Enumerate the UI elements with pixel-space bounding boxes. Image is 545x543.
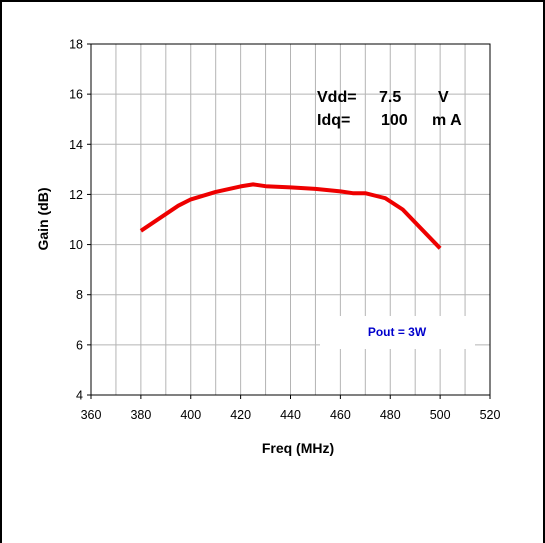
y-tick-label: 8 <box>76 288 83 302</box>
y-tick-label: 10 <box>69 238 83 252</box>
x-tick-label: 400 <box>180 408 201 422</box>
vdd-label: Vdd= <box>317 89 357 106</box>
x-tick-label: 360 <box>81 408 102 422</box>
vdd-unit: V <box>438 89 449 106</box>
y-tick-label: 6 <box>76 338 83 352</box>
x-tick-label: 460 <box>330 408 351 422</box>
x-tick-label: 500 <box>430 408 451 422</box>
x-tick-label: 520 <box>480 408 501 422</box>
y-axis-ticks: 4 6 8 10 12 14 16 18 <box>69 38 91 403</box>
legend-box <box>320 316 475 349</box>
series-group <box>139 182 442 250</box>
y-tick-label: 12 <box>69 188 83 202</box>
idq-label: Idq= <box>317 112 350 129</box>
y-tick-label: 16 <box>69 88 83 102</box>
y-tick-label: 4 <box>76 389 83 403</box>
x-axis-ticks: 360 380 400 420 440 460 480 500 520 <box>81 395 501 422</box>
x-tick-label: 440 <box>280 408 301 422</box>
idq-unit: m A <box>432 112 462 129</box>
y-tick-label: 18 <box>69 38 83 52</box>
idq-value: 100 <box>381 112 408 129</box>
vdd-value: 7.5 <box>379 89 401 106</box>
x-tick-label: 480 <box>380 408 401 422</box>
bias-annotation: Vdd= 7.5 V Idq= 100 m A <box>317 89 462 129</box>
x-axis-label: Freq (MHz) <box>262 440 334 456</box>
y-axis-label: Gain (dB) <box>35 188 51 251</box>
legend: Pout = 3W <box>320 316 475 349</box>
x-tick-label: 380 <box>130 408 151 422</box>
legend-entry-pout: Pout = 3W <box>368 325 427 339</box>
y-tick-label: 14 <box>69 138 83 152</box>
x-tick-label: 420 <box>230 408 251 422</box>
series-line-pout <box>139 182 442 250</box>
